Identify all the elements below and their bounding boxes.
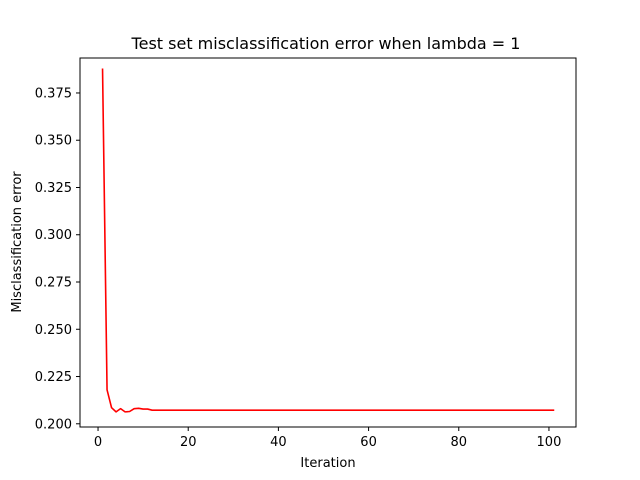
x-tick-label-3: 60	[360, 435, 377, 450]
y-tick-label-2: 0.250	[35, 323, 72, 338]
y-tick-label-5: 0.325	[35, 181, 72, 196]
x-tick-label-0: 0	[94, 435, 102, 450]
x-tick-label-1: 20	[180, 435, 197, 450]
y-axis-label: Misclassification error	[10, 171, 25, 313]
y-tick-label-3: 0.275	[35, 276, 72, 291]
axis-ticks: 0 20 40 60 80 100 0.200 0.225 0.250 0.275 0.300 0.3…	[35, 86, 562, 450]
series-line-0	[101, 68, 555, 413]
x-tick-label-4: 80	[450, 435, 467, 450]
y-tick-label-0: 0.200	[35, 417, 72, 432]
y-tick-label-6: 0.350	[35, 134, 72, 149]
y-tick-label-7: 0.375	[35, 86, 72, 101]
x-axis-label: Iteration	[300, 456, 355, 471]
chart-title: Test set misclassification error when la…	[131, 34, 521, 53]
x-tick-label-2: 40	[270, 435, 287, 450]
axes-frame	[79, 57, 577, 428]
plot-area	[79, 57, 577, 428]
y-tick-label-4: 0.300	[35, 228, 72, 243]
x-tick-label-5: 100	[537, 435, 562, 450]
y-tick-label-1: 0.225	[35, 370, 72, 385]
